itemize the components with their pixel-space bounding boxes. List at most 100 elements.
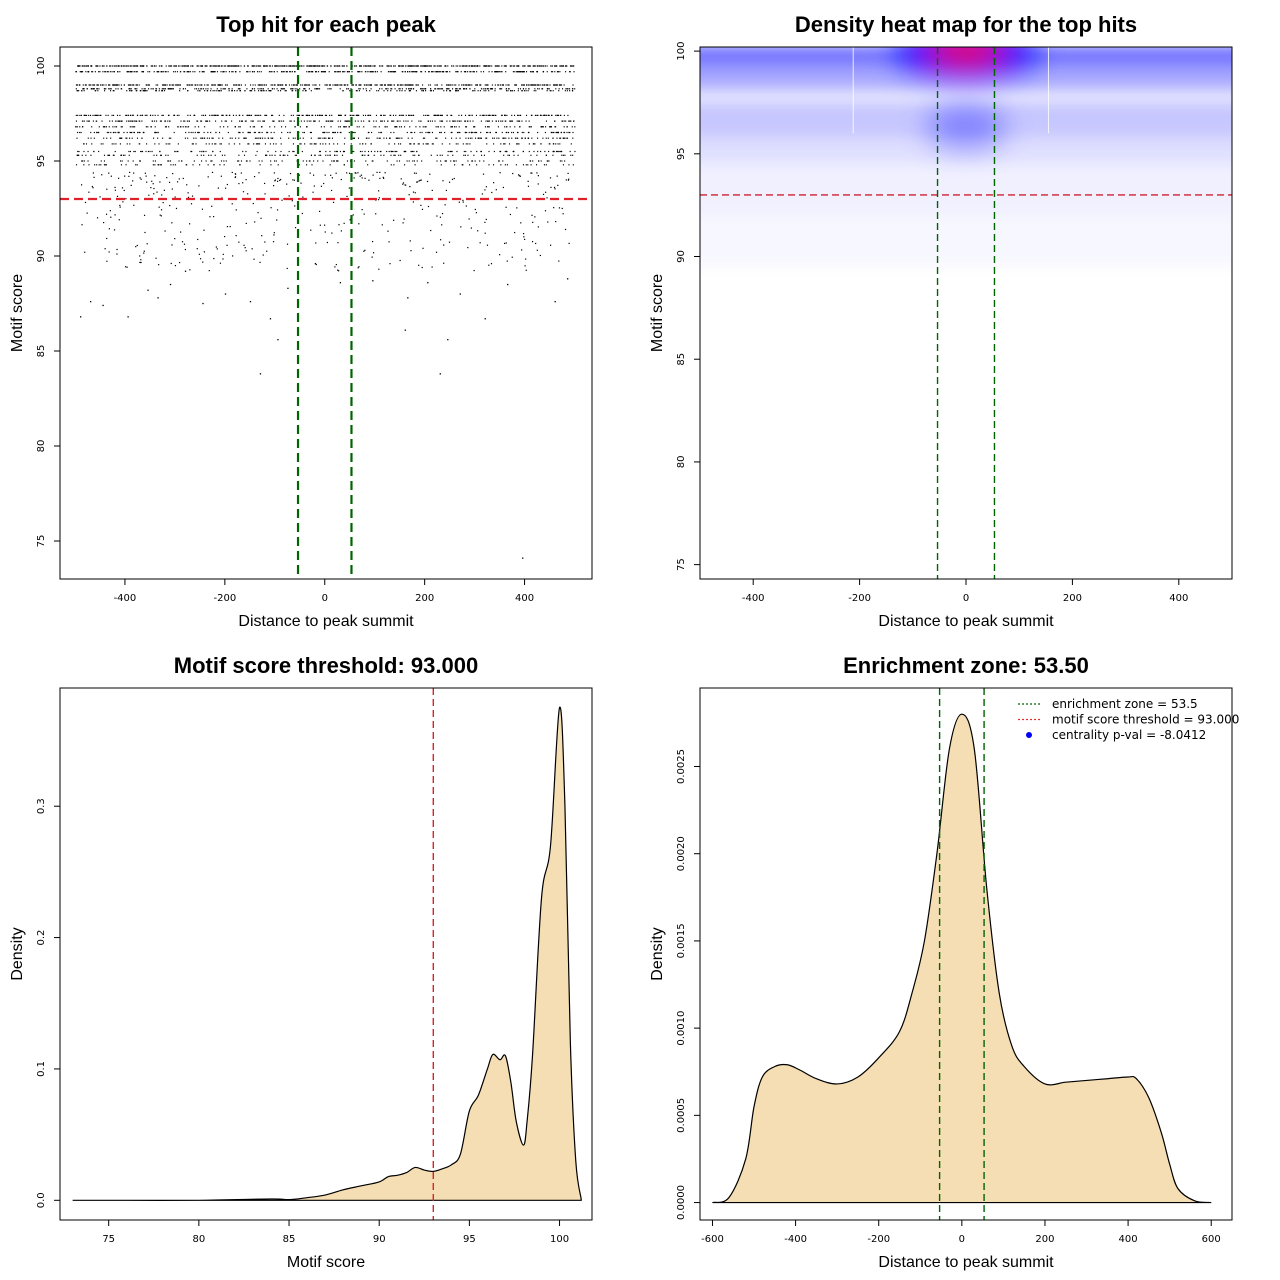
scatter-point — [81, 120, 83, 122]
scatter-point — [389, 71, 391, 73]
scatter-point — [519, 88, 521, 90]
scatter-point — [95, 65, 97, 67]
scatter-point — [262, 84, 264, 86]
scatter-point — [130, 114, 132, 116]
scatter-point — [480, 71, 482, 73]
scatter-point — [294, 137, 296, 139]
scatter-point — [471, 131, 473, 134]
scatter-point — [228, 71, 231, 73]
scatter-point — [129, 171, 131, 174]
scatter-point — [368, 154, 370, 156]
scatter-point — [439, 131, 441, 134]
scatter-point — [352, 84, 354, 86]
scatter-point — [523, 71, 525, 73]
scatter-point — [389, 137, 391, 139]
scatter-point — [403, 150, 405, 153]
scatter-point — [501, 71, 503, 73]
scatter-point — [151, 180, 153, 182]
scatter-point — [404, 126, 406, 128]
scatter-point — [156, 191, 158, 193]
scatter-point — [239, 120, 241, 122]
scatter-point — [239, 114, 241, 116]
scatter-point — [453, 177, 455, 180]
scatter-point — [306, 84, 308, 86]
scatter-point — [150, 114, 152, 116]
scatter-point — [273, 234, 275, 236]
scatter-point — [270, 90, 272, 92]
scatter-point — [464, 114, 467, 116]
x-axis-label: Distance to peak summit — [238, 613, 414, 630]
scatter-point — [372, 71, 374, 73]
scatter-point — [249, 301, 252, 303]
scatter-point — [251, 90, 253, 92]
scatter-point — [380, 120, 382, 122]
scatter-point — [451, 114, 453, 116]
scatter-point — [82, 88, 84, 90]
scatter-point — [517, 65, 519, 67]
scatter-point — [208, 143, 210, 145]
scatter-point — [544, 114, 546, 116]
scatter-point — [271, 84, 273, 86]
scatter-point — [273, 84, 275, 86]
scatter-point — [517, 137, 519, 139]
scatter-point — [195, 143, 197, 145]
scatter-point — [259, 120, 261, 122]
scatter-point — [296, 84, 298, 86]
scatter-point — [285, 126, 287, 128]
scatter-point — [376, 84, 378, 86]
scatter-point — [550, 126, 552, 128]
scatter-point — [98, 164, 100, 166]
scatter-point — [184, 88, 186, 90]
scatter-point — [496, 71, 498, 73]
scatter-point — [498, 65, 500, 67]
scatter-point — [280, 137, 282, 139]
scatter-point — [133, 204, 135, 206]
scatter-point — [150, 88, 152, 90]
scatter-point — [348, 131, 350, 134]
scatter-point — [121, 160, 123, 162]
scatter-point — [428, 71, 430, 73]
scatter-point — [259, 131, 261, 134]
scatter-point — [296, 114, 298, 116]
scatter-point — [112, 84, 114, 86]
scatter-point — [540, 84, 542, 86]
scatter-point — [570, 65, 572, 67]
scatter-point — [421, 88, 424, 90]
scatter-point — [487, 88, 489, 90]
scatter-point — [399, 88, 401, 90]
scatter-point — [355, 114, 357, 116]
scatter-point — [389, 263, 391, 265]
scatter-point — [488, 120, 490, 122]
scatter-point — [396, 90, 398, 92]
scatter-point — [488, 71, 490, 73]
scatter-point — [308, 71, 310, 73]
scatter-point — [398, 154, 400, 156]
scatter-point — [211, 160, 213, 162]
scatter-point — [119, 143, 121, 145]
scatter-point — [354, 65, 356, 67]
scatter-point — [178, 178, 180, 180]
scatter-point — [498, 84, 500, 86]
scatter-point — [299, 65, 301, 67]
scatter-point — [164, 230, 166, 232]
scatter-point — [197, 65, 199, 67]
scatter-point — [301, 84, 303, 86]
scatter-point — [249, 126, 251, 128]
scatter-point — [415, 126, 417, 128]
scatter-point — [84, 201, 87, 204]
scatter-point — [524, 238, 526, 240]
scatter-point — [540, 143, 542, 145]
scatter-point — [497, 71, 499, 73]
scatter-point — [160, 65, 162, 67]
scatter-point — [476, 131, 478, 134]
scatter-point — [451, 178, 454, 180]
scatter-point — [330, 174, 332, 176]
scatter-point — [167, 154, 169, 156]
scatter-point — [445, 88, 448, 90]
scatter-point — [294, 65, 296, 67]
scatter-point — [571, 126, 573, 128]
scatter-point — [276, 71, 278, 73]
scatter-point — [167, 143, 169, 145]
scatter-point — [475, 212, 478, 214]
scatter-point — [349, 219, 351, 221]
